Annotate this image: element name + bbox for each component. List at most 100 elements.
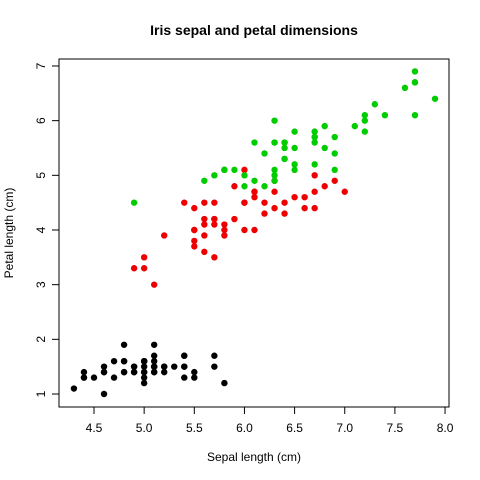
data-point xyxy=(231,183,238,190)
data-point xyxy=(221,166,228,174)
data-point xyxy=(311,204,318,212)
data-point xyxy=(150,368,158,376)
data-point xyxy=(201,221,208,228)
data-point xyxy=(191,368,198,376)
data-point xyxy=(271,139,278,146)
data-point xyxy=(191,204,198,212)
data-point xyxy=(130,363,138,370)
data-point xyxy=(201,248,208,256)
data-point xyxy=(110,374,118,381)
data-point xyxy=(140,254,148,261)
data-point xyxy=(181,352,188,359)
series-1 xyxy=(70,341,228,398)
y-tick-label: 3 xyxy=(34,281,48,288)
data-point xyxy=(140,379,148,387)
data-point xyxy=(140,368,148,376)
data-point xyxy=(201,232,208,239)
data-point xyxy=(211,221,218,228)
data-point xyxy=(120,357,128,365)
data-point xyxy=(181,199,188,206)
data-point xyxy=(241,183,248,190)
x-tick-label: 5.0 xyxy=(136,421,153,435)
data-point xyxy=(311,139,318,146)
data-point xyxy=(80,374,88,381)
x-tick-label: 7.5 xyxy=(387,421,404,435)
data-point xyxy=(241,166,248,174)
data-point xyxy=(130,199,138,206)
data-point xyxy=(201,199,208,206)
x-tick-label: 6.5 xyxy=(286,421,303,435)
data-point xyxy=(361,117,369,124)
data-point xyxy=(100,363,108,370)
data-point xyxy=(140,265,148,272)
data-point xyxy=(161,363,168,370)
x-tick-label: 4.5 xyxy=(86,421,103,435)
data-point xyxy=(211,254,218,261)
data-point xyxy=(211,363,218,370)
data-point xyxy=(281,199,288,206)
data-point xyxy=(201,215,208,223)
data-point xyxy=(191,237,198,245)
data-point xyxy=(181,363,188,370)
data-point xyxy=(321,183,328,190)
data-point xyxy=(140,374,148,381)
data-point xyxy=(301,204,308,212)
y-axis: 1 2 3 4 5 6 7 xyxy=(34,62,60,397)
y-tick-label: 5 xyxy=(34,172,48,179)
data-point xyxy=(211,172,218,179)
data-point xyxy=(221,379,228,387)
y-tick-label: 7 xyxy=(34,62,48,69)
y-tick-label: 2 xyxy=(34,336,48,343)
data-point xyxy=(311,188,318,195)
data-point xyxy=(321,122,328,130)
data-point xyxy=(291,166,298,174)
data-point xyxy=(271,172,278,179)
data-point xyxy=(231,166,238,174)
data-point xyxy=(211,215,218,223)
data-point xyxy=(150,281,158,288)
data-point xyxy=(221,232,228,239)
data-point xyxy=(161,368,168,376)
data-point xyxy=(140,357,148,365)
data-point xyxy=(431,95,439,102)
data-point xyxy=(261,199,268,206)
data-point xyxy=(211,352,218,359)
data-point xyxy=(120,341,128,348)
x-tick-label: 7.0 xyxy=(336,421,353,435)
data-point xyxy=(150,363,158,370)
data-point xyxy=(271,177,278,184)
data-point xyxy=(411,111,419,119)
data-point xyxy=(100,390,108,398)
data-point xyxy=(281,139,288,146)
data-point xyxy=(221,226,228,234)
data-point xyxy=(311,172,318,179)
data-point xyxy=(401,84,409,92)
data-point xyxy=(331,166,338,174)
data-point xyxy=(381,111,389,119)
data-point xyxy=(130,265,138,272)
data-point xyxy=(341,188,348,195)
data-point xyxy=(241,172,248,179)
data-point xyxy=(301,193,308,201)
y-axis-label: Petal length (cm) xyxy=(2,188,16,279)
x-tick-label: 6.0 xyxy=(236,421,253,435)
data-point xyxy=(261,183,268,190)
data-point xyxy=(361,111,369,119)
data-point xyxy=(241,226,248,234)
data-point xyxy=(191,243,198,250)
data-point xyxy=(371,101,379,108)
y-tick-label: 6 xyxy=(34,117,48,124)
data-point xyxy=(281,210,288,217)
data-point xyxy=(271,204,278,212)
data-point xyxy=(161,232,168,239)
data-point xyxy=(221,221,228,228)
data-point xyxy=(311,128,318,135)
data-point xyxy=(261,150,268,157)
data-point xyxy=(251,193,258,201)
series-2 xyxy=(130,166,348,288)
data-point xyxy=(271,166,278,174)
data-point xyxy=(140,363,148,370)
data-point xyxy=(181,374,188,381)
data-point xyxy=(361,128,369,135)
